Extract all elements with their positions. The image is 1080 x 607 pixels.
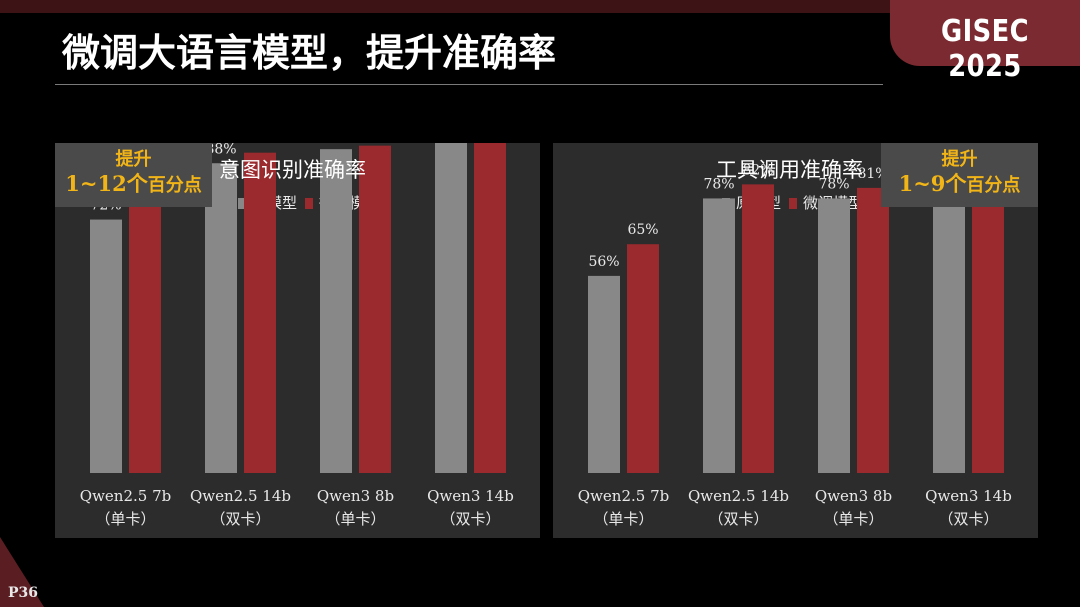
category-sublabel: （双卡） — [440, 510, 500, 528]
category-label: Qwen2.5 7b — [80, 487, 171, 505]
logo-tab: GISEC 2025 — [890, 0, 1080, 84]
finetuned-model-bar — [972, 163, 1004, 474]
legend-swatch — [238, 198, 246, 209]
category-sublabel: （双卡） — [938, 510, 998, 528]
badge-range: 1~12 — [65, 171, 127, 196]
finetuned-model-bar — [474, 143, 506, 473]
base-model-bar — [703, 198, 735, 473]
finetuned-model-bar — [244, 152, 276, 473]
base-model-bar — [320, 149, 352, 473]
data-label: 82% — [742, 162, 773, 178]
finetuned-model-bar — [359, 145, 391, 473]
base-model-bar — [90, 219, 122, 473]
tool-accuracy-chart: 原模型微调模型56%65%Qwen2.5 7b（单卡）78%82%Qwen2.5… — [578, 143, 1012, 528]
finetuned-model-bar — [742, 184, 774, 474]
badge-value: 1~12个百分点 — [55, 171, 212, 199]
gisec-logo: GISEC 2025 — [940, 14, 1030, 84]
category-sublabel: （单卡） — [823, 510, 883, 528]
base-model-bar — [588, 275, 620, 473]
finetuned-model-bar — [857, 187, 889, 473]
category-sublabel: （单卡） — [95, 510, 155, 528]
chart-title: 工具调用准确率 — [716, 158, 863, 182]
slide-title: 微调大语言模型，提升准确率 — [62, 31, 557, 75]
base-model-bar — [205, 163, 237, 474]
category-label: Qwen3 14b — [925, 487, 1012, 505]
badge-heading: 提升 — [941, 149, 978, 170]
legend-swatch — [789, 198, 797, 209]
intent-accuracy-chart-panel: 原模型微调模型72%84%Qwen2.5 7b（单卡）88%91%Qwen2.5… — [55, 143, 540, 538]
improvement-badge: 提升 1~12个百分点 — [55, 143, 212, 207]
page-number: P36 — [8, 585, 39, 601]
category-label: Qwen2.5 7b — [578, 487, 669, 505]
finetuned-model-bar — [627, 244, 659, 473]
badge-unit: 百分点 — [147, 175, 202, 196]
finetuned-model-bar — [129, 177, 161, 473]
category-label: Qwen2.5 14b — [688, 487, 789, 505]
base-model-bar — [933, 166, 965, 473]
badge-unit: 百分点 — [966, 175, 1021, 196]
data-label: 91% — [244, 143, 275, 147]
category-label: Qwen3 8b — [815, 487, 892, 505]
badge-heading: 提升 — [115, 149, 152, 170]
base-model-bar — [435, 143, 467, 473]
data-label: 81% — [857, 166, 888, 182]
header-strip — [0, 0, 1080, 13]
data-label: 56% — [588, 254, 619, 270]
badge-value: 1~9个百分点 — [881, 171, 1038, 199]
badge-range: 1~9 — [898, 171, 946, 196]
improvement-badge: 提升 1~9个百分点 — [881, 143, 1038, 207]
base-model-bar — [818, 198, 850, 473]
badge-arrow: 个 — [126, 171, 148, 196]
corner-decoration — [0, 537, 44, 607]
category-sublabel: （双卡） — [708, 510, 768, 528]
data-label: 88% — [205, 143, 236, 157]
category-label: Qwen2.5 14b — [190, 487, 291, 505]
category-sublabel: （单卡） — [325, 510, 385, 528]
legend-swatch — [305, 198, 313, 209]
chart-title: 意图识别准确率 — [219, 158, 366, 182]
data-label: 78% — [703, 176, 734, 192]
category-label: Qwen3 14b — [427, 487, 514, 505]
category-label: Qwen3 8b — [317, 487, 394, 505]
data-label: 78% — [818, 176, 849, 192]
category-sublabel: （单卡） — [593, 510, 653, 528]
category-sublabel: （双卡） — [210, 510, 270, 528]
data-label: 65% — [627, 222, 658, 238]
badge-arrow: 个 — [945, 171, 967, 196]
intent-accuracy-chart: 原模型微调模型72%84%Qwen2.5 7b（单卡）88%91%Qwen2.5… — [80, 143, 514, 528]
title-divider — [55, 84, 883, 85]
tool-accuracy-chart-panel: 原模型微调模型56%65%Qwen2.5 7b（单卡）78%82%Qwen2.5… — [553, 143, 1038, 538]
